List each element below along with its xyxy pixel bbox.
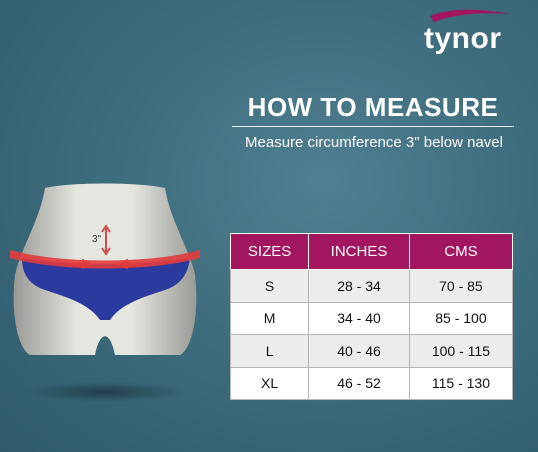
inches-cell: 28 - 34 (308, 269, 410, 303)
table-row: M 34 - 40 85 - 100 (229, 301, 514, 335)
cms-cell: 100 - 115 (408, 334, 514, 368)
left-arrow-icon (70, 258, 93, 270)
header-cms: CMS (408, 233, 514, 270)
cms-cell: 85 - 100 (408, 301, 514, 335)
brief (22, 258, 190, 320)
size-cell: XL (229, 366, 310, 400)
tynor-logo (430, 9, 512, 22)
inches-cell: 40 - 46 (308, 334, 410, 368)
navel-distance-label: 3" (92, 234, 102, 245)
page-subtitle: Measure circumference 3" below navel (245, 134, 503, 151)
page-title: HOW TO MEASURE (247, 92, 499, 122)
floor-shadow (25, 382, 185, 402)
table-row: L 40 - 46 100 - 115 (229, 334, 514, 368)
size-cell: S (229, 269, 310, 303)
header-sizes: SIZES (229, 233, 310, 270)
inches-cell: 46 - 52 (308, 366, 410, 400)
header-inches: INCHES (308, 233, 410, 270)
cms-cell: 70 - 85 (408, 269, 514, 303)
measurement-illustration: 3" (10, 183, 200, 402)
size-chart-table: SIZES INCHES CMS S 28 - 34 70 - 85 M 34 … (229, 233, 514, 400)
cms-cell: 115 - 130 (408, 366, 514, 400)
table-row: XL 46 - 52 115 - 130 (229, 366, 514, 400)
inches-cell: 34 - 40 (308, 301, 410, 335)
brand-name: tynor (424, 22, 502, 55)
table-row: S 28 - 34 70 - 85 (229, 269, 514, 303)
title-divider (232, 126, 514, 127)
size-cell: L (229, 334, 310, 368)
size-cell: M (229, 301, 310, 335)
right-arrow-icon (117, 258, 140, 270)
measuring-tape (10, 250, 200, 269)
table-header-row: SIZES INCHES CMS (229, 233, 514, 270)
